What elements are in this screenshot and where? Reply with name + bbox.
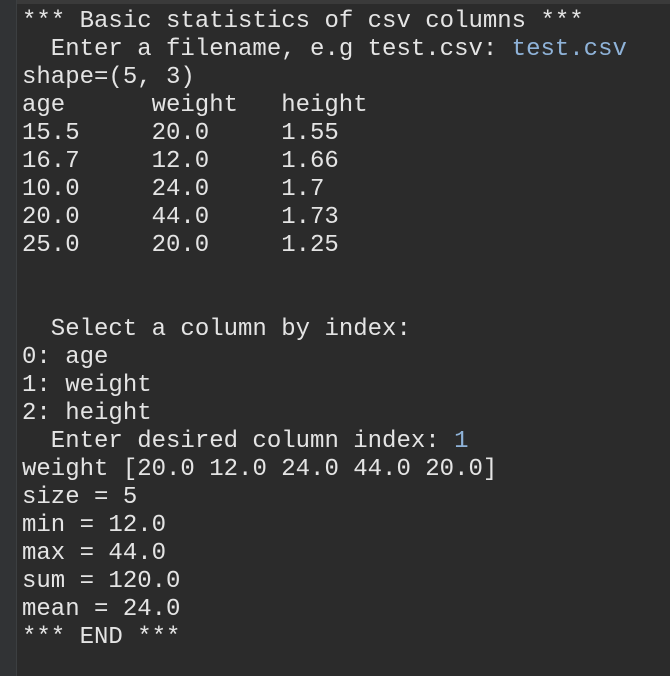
- filename-prompt: Enter a filename, e.g test.csv: test.csv: [51, 36, 627, 64]
- shape-line: shape=(5, 3): [22, 64, 195, 91]
- result-line: max = 44.0: [22, 540, 167, 567]
- prompt-text: Enter a filename, e.g test.csv:: [50, 36, 498, 63]
- index-prompt: Enter desired column index: 1: [51, 428, 469, 456]
- option-line: 0: age: [22, 344, 109, 371]
- select-prompt: Select a column by index:: [50, 316, 411, 343]
- gutter: [0, 0, 17, 676]
- result-line: size = 5: [22, 484, 138, 511]
- option-line: 1: weight: [22, 372, 152, 399]
- user-input: test.csv: [511, 36, 627, 63]
- result-line: min = 12.0: [22, 512, 167, 539]
- table-cell: 20.0: [22, 204, 80, 231]
- table-cell: 20.0: [151, 120, 210, 147]
- table-cell: 1.55: [281, 120, 339, 147]
- cut-off-line: [17, 0, 670, 4]
- table-cell: 15.5: [22, 120, 80, 147]
- table-header-cell: age: [22, 92, 66, 119]
- table-cell: 25.0: [22, 232, 80, 259]
- prompt-text: Enter desired column index:: [50, 428, 440, 455]
- table-cell: 16.7: [22, 148, 80, 175]
- user-input: 1: [454, 428, 469, 455]
- result-line: mean = 24.0: [22, 596, 181, 623]
- header-line: *** Basic statistics of csv columns ***: [22, 8, 584, 35]
- table-cell: 1.73: [281, 204, 339, 231]
- table-cell: 1.66: [281, 148, 339, 175]
- option-line: 2: height: [22, 400, 152, 427]
- table-header-cell: height: [281, 92, 368, 119]
- result-line: sum = 120.0: [22, 568, 181, 595]
- table-cell: 10.0: [22, 176, 80, 203]
- table-cell: 24.0: [151, 176, 210, 203]
- table-cell: 44.0: [151, 204, 210, 231]
- table-cell: 12.0: [151, 148, 210, 175]
- table-cell: 20.0: [151, 232, 210, 259]
- table-cell: 1.25: [281, 232, 339, 259]
- footer-line: *** END ***: [22, 624, 181, 651]
- result-line: weight [20.0 12.0 24.0 44.0 20.0]: [22, 456, 498, 483]
- table-header-cell: weight: [151, 92, 239, 119]
- table-cell: 1.7: [281, 176, 325, 203]
